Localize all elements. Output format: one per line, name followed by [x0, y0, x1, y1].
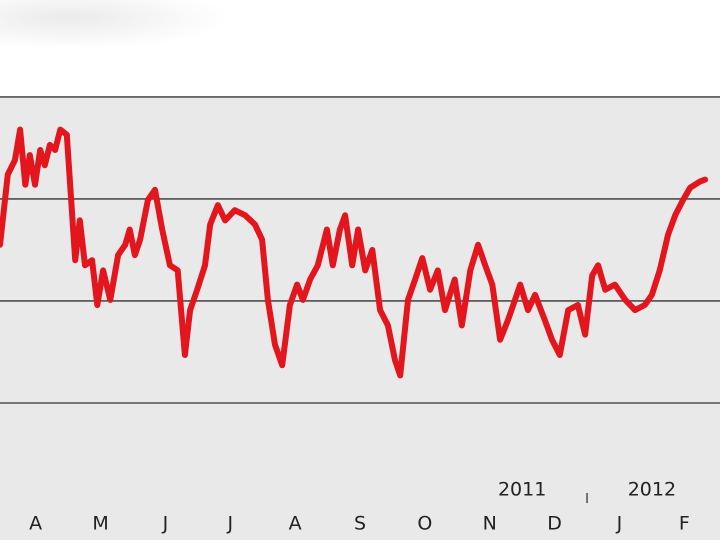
x-tick-label: N [483, 513, 497, 535]
data-line [0, 126, 709, 379]
x-tick-label: M [92, 513, 108, 535]
plot-background [0, 97, 720, 540]
x-tick-label: J [226, 513, 233, 535]
year-label: 2012 [628, 479, 676, 501]
year-label: 2011 [498, 479, 546, 501]
x-tick-label: J [162, 513, 169, 535]
x-tick-label: D [547, 513, 562, 535]
x-tick-label: A [289, 513, 302, 535]
x-tick-label: S [354, 513, 366, 535]
header-shadow [0, 0, 230, 45]
x-tick-label: A [29, 513, 42, 535]
x-tick-label: O [417, 513, 432, 535]
x-tick-label: J [616, 513, 623, 535]
x-tick-label: F [679, 513, 690, 535]
